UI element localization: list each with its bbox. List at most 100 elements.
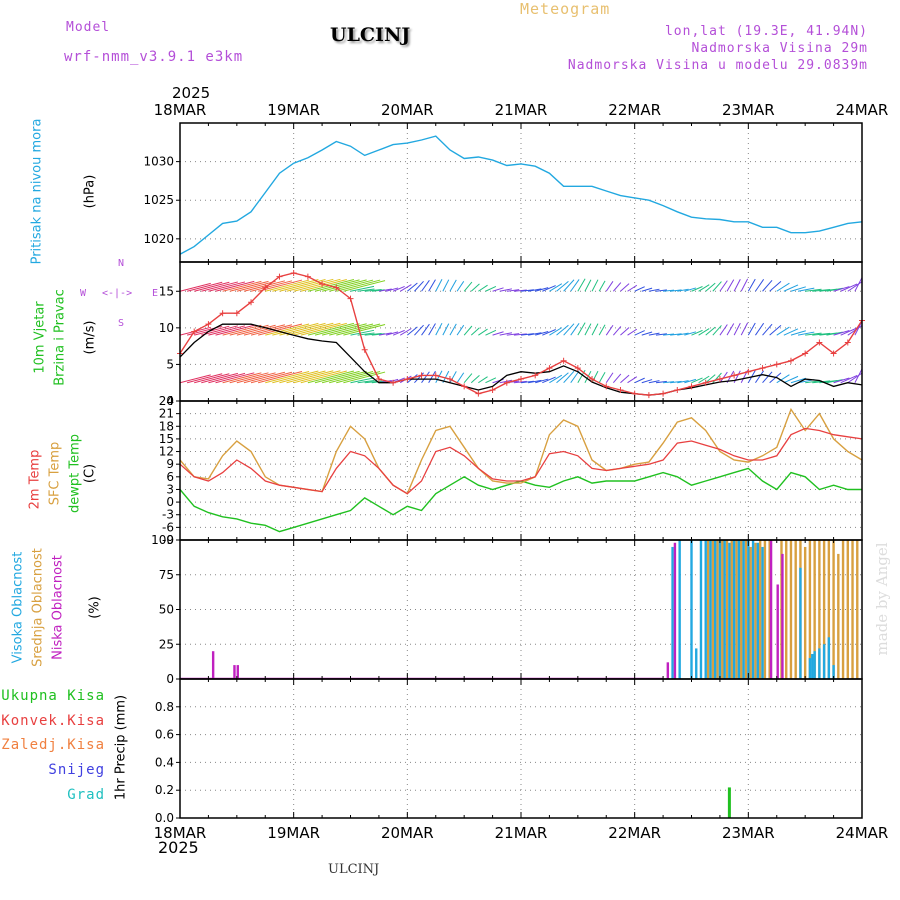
wind-arrow [321, 279, 367, 292]
wind-arrow [456, 324, 465, 336]
wind-arrow [826, 287, 843, 292]
y-tick-label: 9 [166, 457, 174, 471]
wind-arrow [414, 324, 424, 336]
wind-arrow [300, 370, 347, 384]
high-cloud-bar [742, 540, 745, 679]
wind-speed-marker [830, 350, 837, 357]
wind-arrow [684, 331, 697, 336]
high-cloud-bar [808, 658, 812, 679]
wind-arrow [485, 285, 497, 292]
wind-arrow [229, 280, 269, 292]
wind-arrow [463, 373, 473, 384]
wind-arrow [826, 331, 843, 336]
precip-label-snow: Snijeg [48, 762, 105, 778]
high-cloud-bar [728, 542, 731, 679]
wind-arrow [215, 372, 255, 384]
wind-arrow [350, 329, 375, 336]
wind-speed-marker [432, 372, 439, 379]
mid-cloud-bar [744, 540, 748, 679]
wind-arrow [684, 378, 697, 384]
wind-arrow [790, 377, 806, 384]
precip-label-total: Ukupna Kisa [1, 688, 105, 704]
wind-speed-marker [475, 390, 482, 397]
wind-gust-line [179, 323, 863, 396]
wind-arrow [449, 279, 457, 292]
time-label-top: 20MAR [381, 101, 434, 119]
wind-speed-marker [290, 269, 297, 276]
compass-n: N [118, 258, 125, 269]
wind-arrow [620, 374, 630, 384]
wind-arrow [499, 332, 513, 336]
mid-cloud-bar [851, 540, 854, 679]
wind-arrow [236, 324, 276, 336]
wind-arrow [201, 281, 239, 292]
y-tick-label: 75 [159, 568, 174, 582]
wind-arrow [407, 326, 418, 336]
wind-arrow [392, 329, 405, 336]
wind-arrow [286, 278, 334, 292]
dewpoint-line [179, 467, 862, 533]
y-tick-label: 0.6 [155, 728, 174, 742]
wind-arrow [705, 282, 716, 292]
wind-arrow [776, 326, 790, 336]
y-tick-label: 1020 [143, 232, 174, 246]
wind-arrow [826, 379, 843, 384]
wind-arrow [783, 375, 799, 384]
high-cloud-bar [822, 644, 826, 679]
wind-arrow [634, 377, 645, 384]
wind-arrow [783, 284, 799, 292]
wind-arrow [307, 370, 355, 384]
wind-arrow [605, 372, 614, 383]
wind-arrow [733, 279, 741, 292]
mid-cloud-bar [754, 542, 757, 679]
time-label-top: 18MAR [154, 101, 207, 119]
wind-arrow [847, 281, 863, 292]
wind-arrow [222, 372, 262, 384]
wind-arrow [364, 289, 382, 292]
wind-arrow [478, 376, 488, 384]
wind-arrow [186, 373, 223, 384]
wind-arrow [293, 370, 341, 384]
high-cloud-bar [690, 540, 693, 679]
wind-arrow [634, 330, 645, 336]
mid-cloud-bar [706, 540, 710, 679]
wind-speed-marker [205, 321, 212, 328]
wind-arrow [194, 325, 230, 336]
wind-arrow [556, 280, 569, 292]
wind-arrow [528, 288, 542, 292]
wind-arrow [378, 332, 392, 336]
y-tick-label: -6 [162, 520, 174, 534]
y-tick-label: 15 [159, 284, 174, 298]
y-tick-label: 21 [159, 407, 174, 421]
wind-speed-marker [262, 284, 269, 291]
wind-speed-marker [560, 357, 567, 364]
wind-arrow [584, 279, 592, 292]
station-title: ULCINJ [330, 24, 411, 46]
y-tick-label: -3 [162, 508, 174, 522]
wind-arrow [726, 279, 735, 292]
precip-label-conv: Konvek.Kisa [1, 713, 105, 729]
mid-cloud-bar [716, 540, 719, 679]
wind-arrow [513, 333, 527, 336]
wind-arrow [563, 370, 575, 384]
high-cloud-bar [799, 567, 802, 679]
wind-arrow [670, 333, 682, 336]
wind-arrow [840, 327, 858, 336]
meteogram-title: Meteogram [520, 0, 611, 18]
low-cloud-bar [673, 542, 677, 679]
low-cloud-bar [666, 662, 670, 679]
wind-arrow [549, 374, 563, 384]
wind-arrow [442, 323, 450, 336]
wind-arrow [663, 381, 675, 384]
mid-cloud-bar [763, 540, 767, 679]
high-cloud-bar [747, 540, 750, 679]
wind-arrow [620, 283, 630, 292]
wind-arrow [591, 370, 599, 383]
wind-arrow [634, 286, 645, 292]
mid-cloud-bar [758, 540, 762, 679]
wind-arrow [492, 331, 504, 336]
y-tick-label: 24 [159, 394, 174, 408]
wind-arrow [584, 370, 592, 383]
wind-arrow [677, 288, 689, 292]
wind-arrow [677, 380, 689, 384]
